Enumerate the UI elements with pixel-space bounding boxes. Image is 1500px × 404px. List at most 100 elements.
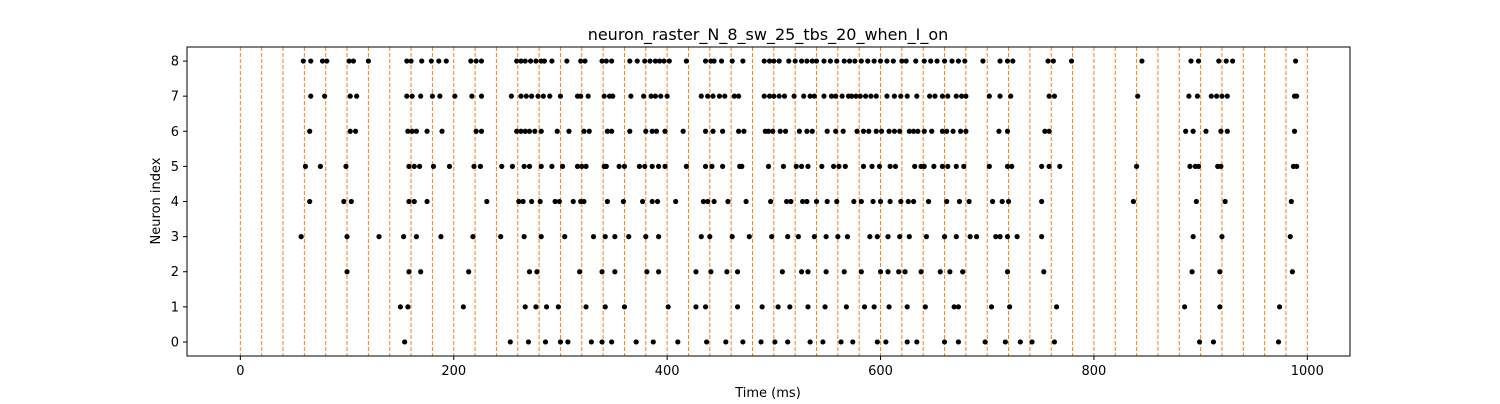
spike-point [406, 269, 412, 275]
spike-point [982, 339, 988, 345]
spike-point [616, 163, 622, 169]
spike-point [621, 304, 628, 310]
spike-point [743, 198, 749, 205]
spike-point [931, 163, 937, 169]
spike-point [609, 128, 615, 134]
spike-point [590, 234, 597, 240]
spike-point [811, 234, 817, 240]
spike-point [1208, 93, 1214, 99]
x-tick-label: 0 [236, 364, 244, 379]
spike-point [525, 339, 532, 345]
spike-point [324, 58, 330, 64]
spike-point [766, 58, 773, 64]
spike-point [1010, 58, 1016, 64]
spike-point [437, 93, 443, 99]
spike-point [973, 234, 980, 240]
spike-point [424, 128, 430, 134]
spike-point [841, 58, 847, 64]
spike-point [804, 128, 810, 134]
spike-point [653, 128, 660, 134]
spike-point [602, 234, 608, 240]
spike-point [798, 269, 805, 275]
spike-point [840, 128, 846, 134]
spike-point [741, 128, 747, 134]
spike-point [424, 198, 430, 205]
spike-point [861, 304, 868, 310]
spike-point [559, 163, 566, 169]
spike-point [522, 304, 528, 310]
spike-point [823, 269, 829, 275]
spike-point [891, 128, 898, 134]
spike-point [997, 234, 1003, 240]
spike-point [824, 198, 830, 205]
spike-point [344, 269, 350, 275]
spike-point [955, 58, 962, 64]
spike-point [642, 58, 648, 64]
spike-point [647, 58, 653, 64]
spike-point [959, 93, 965, 99]
spike-point [347, 93, 353, 99]
spike-point [765, 128, 772, 134]
spike-point [759, 304, 765, 310]
spike-point [601, 93, 607, 99]
spike-point [397, 304, 403, 310]
spike-point [1057, 163, 1063, 169]
spike-point [966, 198, 972, 205]
spike-point [793, 163, 799, 169]
spike-point [1004, 269, 1011, 275]
spike-point [761, 58, 767, 64]
spike-point [683, 163, 689, 169]
spike-point [565, 339, 571, 345]
spike-point [344, 234, 350, 240]
spike-point [702, 128, 709, 134]
spike-point [1135, 93, 1141, 99]
x-tick-label: 1000 [1291, 364, 1324, 379]
spike-point [452, 93, 458, 99]
spike-point [570, 198, 576, 205]
spike-point [813, 198, 820, 205]
spike-point [477, 163, 484, 169]
spike-point [588, 339, 594, 345]
spike-point [885, 234, 891, 240]
spike-point [526, 269, 533, 275]
spike-point [804, 198, 810, 205]
spike-point [661, 58, 667, 64]
spike-point [443, 58, 449, 64]
spike-point [740, 58, 746, 64]
spike-point [874, 234, 880, 240]
spike-point [529, 93, 535, 99]
spike-point [549, 163, 555, 169]
spike-point [898, 93, 904, 99]
spike-point [1039, 198, 1045, 205]
spike-point [1217, 304, 1223, 310]
spike-point [652, 93, 659, 99]
y-tick-label: 1 [171, 300, 179, 315]
spike-point [620, 198, 626, 205]
spike-point [636, 163, 642, 169]
spike-point [710, 128, 716, 134]
spike-point [405, 128, 411, 134]
plot-frame [186, 46, 1351, 357]
spike-point [478, 93, 485, 99]
spike-point [771, 58, 777, 64]
spike-point [869, 163, 875, 169]
spike-point [413, 128, 419, 134]
spike-point [537, 198, 543, 205]
spike-point [658, 93, 664, 99]
spike-point [865, 58, 871, 64]
spike-point [953, 163, 959, 169]
spike-point [341, 198, 347, 205]
spike-point [997, 93, 1003, 99]
spike-point [466, 269, 472, 275]
spike-point [709, 163, 715, 169]
spike-point [1195, 163, 1202, 169]
y-tick-label: 6 [171, 125, 179, 140]
spike-point [795, 234, 801, 240]
spike-point [1203, 128, 1209, 134]
spike-point [725, 198, 731, 205]
spike-point [928, 58, 934, 64]
spike-point [877, 198, 884, 205]
spike-point [429, 93, 436, 99]
spike-point [526, 163, 533, 169]
spike-point [657, 58, 663, 64]
